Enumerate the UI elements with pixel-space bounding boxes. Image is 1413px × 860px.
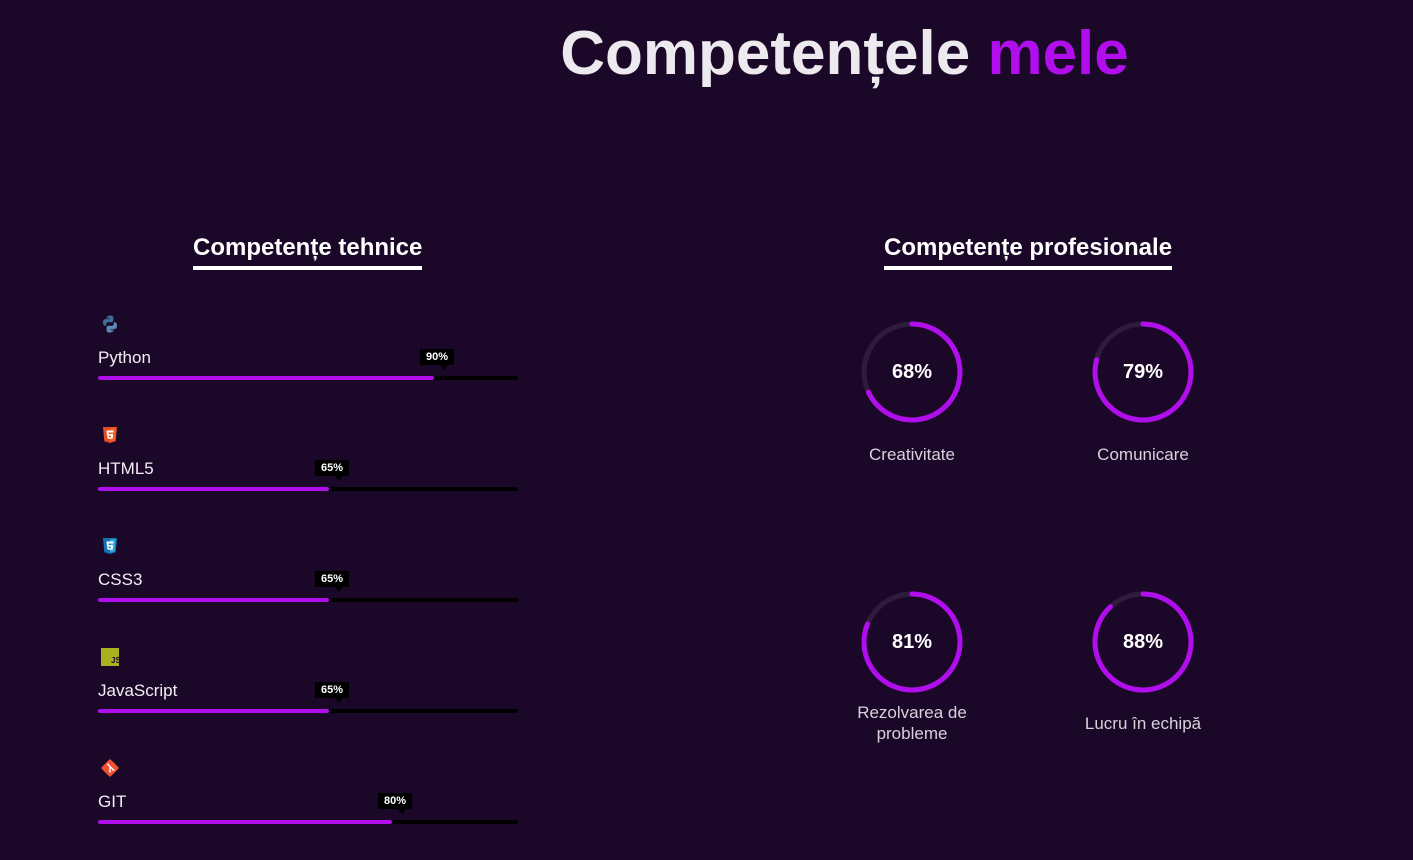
- skill-html5: HTML5 65%: [98, 425, 518, 505]
- ring-label: Lucru în echipă: [1084, 714, 1202, 733]
- python-icon: [103, 315, 117, 333]
- page-title-accent: mele: [987, 19, 1129, 88]
- ring-chart: [861, 321, 963, 423]
- professional-skills-heading: Competențe profesionale: [884, 234, 1173, 270]
- css3-icon: [103, 538, 117, 554]
- skill-name: JavaScript: [98, 681, 178, 700]
- page-title: Competențele mele: [0, 18, 1413, 89]
- ring-percent: 68%: [891, 361, 933, 383]
- ring-arc: [1092, 321, 1194, 423]
- skill-percent-badge: 80%: [377, 793, 412, 814]
- progress-track: [98, 820, 518, 824]
- skill-javascript: JS JavaScript 65%: [98, 647, 518, 727]
- ring-arc: [861, 591, 963, 693]
- ring-percent: 79%: [1122, 361, 1164, 383]
- ring-arc: [1092, 591, 1194, 693]
- progress-track: [98, 376, 518, 380]
- skill-percent-badge: 65%: [314, 571, 349, 592]
- progress-track: [98, 598, 518, 602]
- ring-label: Comunicare: [1097, 445, 1189, 464]
- ring-label: Rezolvarea de probleme: [857, 703, 967, 743]
- ring-arc: [861, 321, 963, 423]
- ring-percent: 81%: [891, 631, 933, 653]
- svg-text:JS: JS: [111, 656, 120, 665]
- ring-percent: 88%: [1122, 631, 1164, 653]
- progress-fill: [98, 598, 329, 602]
- ring-chart: [1092, 321, 1194, 423]
- skill-percent-badge: 90%: [419, 349, 454, 370]
- skill-name: GIT: [98, 792, 127, 811]
- ring-label: Creativitate: [869, 445, 955, 464]
- ring-lucru-in-echipa: 88% Lucru în echipă: [1063, 590, 1223, 734]
- ring-rezolvarea-de-probleme: 81% Rezolvarea de probleme: [832, 590, 992, 744]
- progress-track: [98, 709, 518, 713]
- skill-percent-badge: 65%: [314, 460, 349, 481]
- skill-python: Python 90%: [98, 314, 518, 394]
- progress-fill: [98, 487, 329, 491]
- progress-fill: [98, 820, 392, 824]
- technical-skills-heading: Competențe tehnice: [193, 234, 423, 270]
- javascript-icon: JS: [101, 648, 120, 666]
- progress-fill: [98, 376, 434, 380]
- git-icon: [101, 759, 119, 777]
- skill-name: HTML5: [98, 459, 154, 478]
- skill-name: Python: [98, 348, 151, 367]
- progress-track: [98, 487, 518, 491]
- ring-chart: [861, 591, 963, 693]
- page-title-main: Competențele: [560, 19, 971, 88]
- ring-creativitate: 68% Creativitate: [832, 320, 992, 465]
- skill-percent-badge: 65%: [314, 682, 349, 703]
- ring-chart: [1092, 591, 1194, 693]
- ring-comunicare: 79% Comunicare: [1063, 320, 1223, 465]
- skill-git: GIT 80%: [98, 758, 518, 838]
- progress-fill: [98, 709, 329, 713]
- skill-css3: CSS3 65%: [98, 536, 518, 616]
- html5-icon: [103, 427, 117, 443]
- skill-name: CSS3: [98, 570, 143, 589]
